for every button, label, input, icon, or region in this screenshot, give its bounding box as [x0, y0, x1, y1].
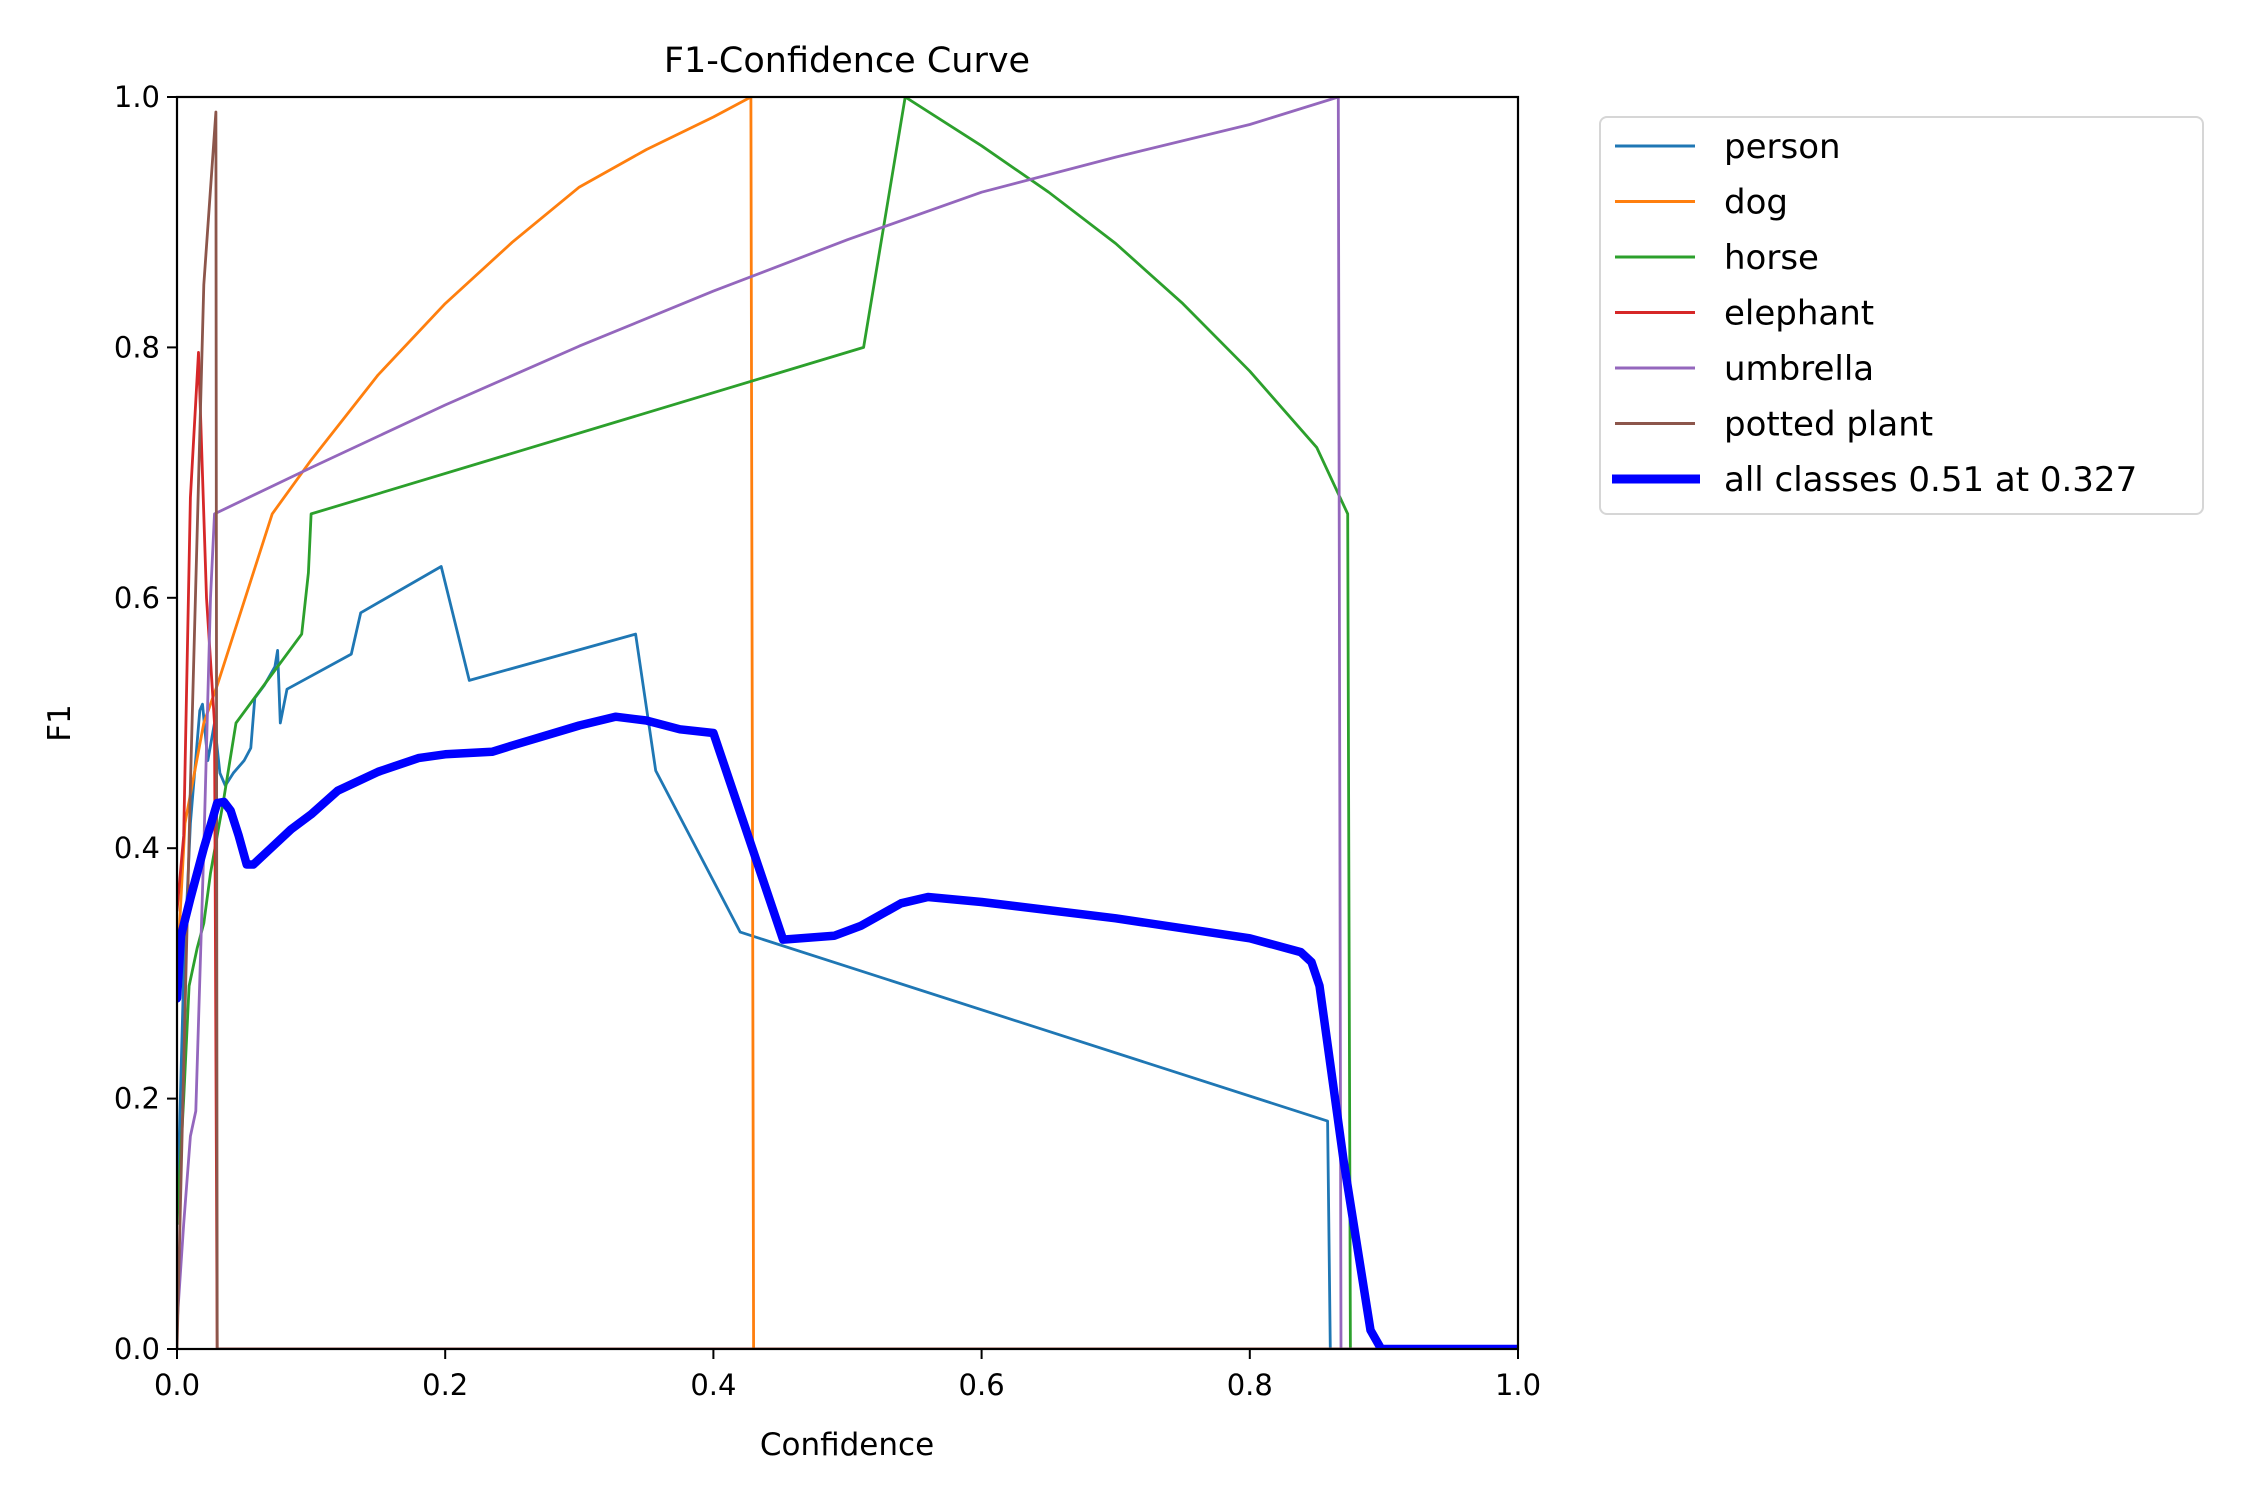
y-axis: 0.0 0.2 0.4 0.6 0.8 1.0	[114, 80, 177, 1366]
y-tick-label: 0.0	[114, 1332, 160, 1366]
legend-label: all classes 0.51 at 0.327	[1724, 460, 2137, 500]
chart-title: F1-Confidence Curve	[664, 41, 1030, 81]
legend: person dog horse elephant umbrella potted pla…	[1599, 116, 2204, 515]
x-axis: 0.0 0.2 0.4 0.6 0.8 1.0	[154, 1349, 1541, 1402]
y-tick-label: 0.8	[114, 330, 160, 364]
legend-label: person	[1724, 127, 1841, 167]
x-axis-label: Confidence	[760, 1427, 934, 1463]
y-axis-label: F1	[42, 704, 78, 742]
legend-label: horse	[1724, 238, 1819, 278]
x-tick-label: 0.6	[959, 1368, 1005, 1402]
x-tick-label: 0.4	[690, 1368, 736, 1402]
y-tick-label: 0.4	[114, 831, 160, 865]
legend-label: umbrella	[1724, 349, 1874, 389]
y-tick-label: 0.6	[114, 581, 160, 615]
y-tick-label: 1.0	[114, 80, 160, 114]
y-tick-label: 0.2	[114, 1082, 160, 1116]
legend-label: potted plant	[1724, 405, 1933, 445]
legend-label: dog	[1724, 183, 1788, 223]
legend-box	[1599, 116, 2204, 515]
x-tick-label: 0.2	[422, 1368, 468, 1402]
plot-area	[177, 97, 1518, 1349]
legend-label: elephant	[1724, 294, 1874, 334]
plot-frame	[175, 95, 1520, 1351]
series-layer	[177, 97, 1518, 1349]
series-line-umbrella	[177, 97, 1518, 1349]
x-tick-label: 1.0	[1495, 1368, 1541, 1402]
series-line-potted	[177, 110, 1518, 1349]
x-tick-label: 0.8	[1227, 1368, 1273, 1402]
series-line-all-all	[177, 712, 1518, 1349]
x-tick-label: 0.0	[154, 1368, 200, 1402]
